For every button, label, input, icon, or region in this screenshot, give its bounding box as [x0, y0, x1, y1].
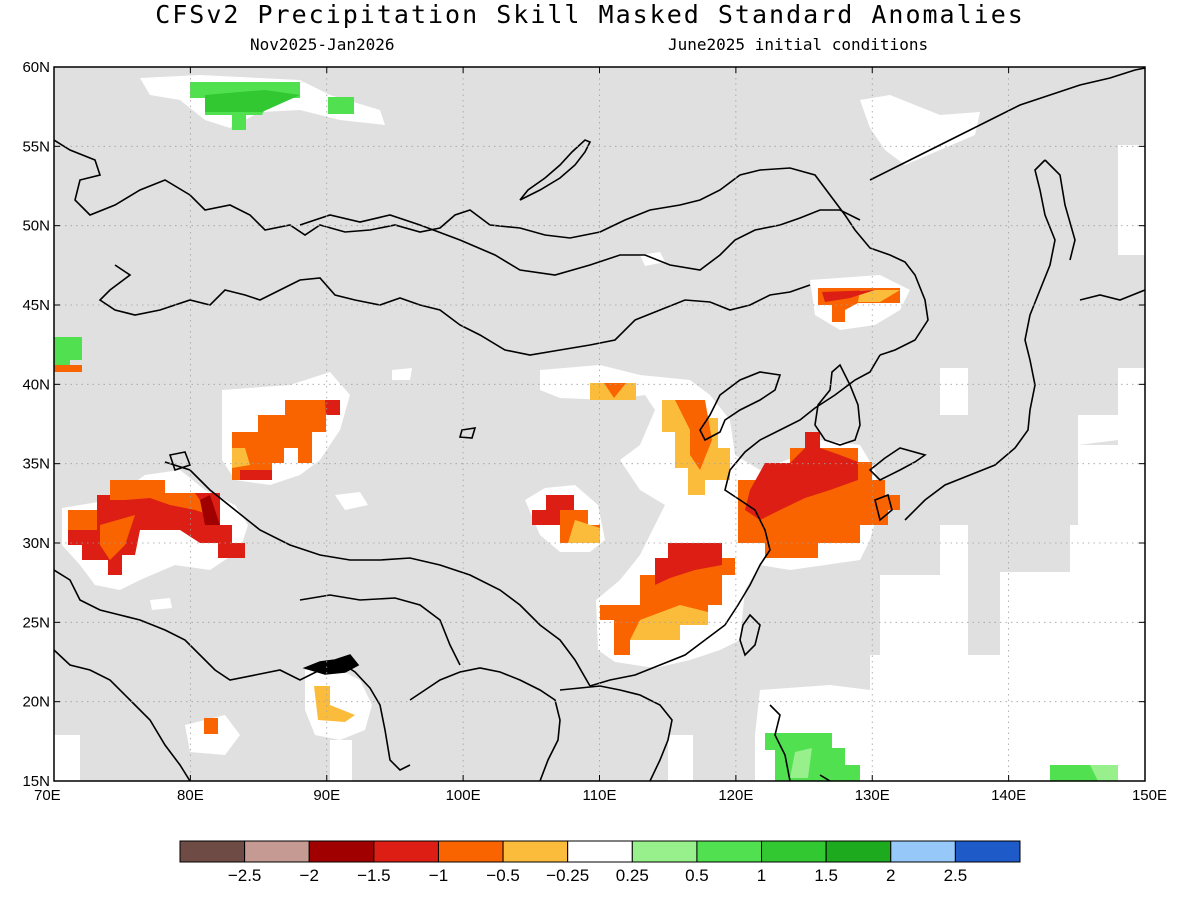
- patch-himalaya-west-orange: [68, 510, 97, 530]
- lon-label: 120E: [718, 787, 753, 804]
- lon-label: 110E: [583, 787, 617, 804]
- skill-mask-area: [54, 67, 1145, 781]
- lat-label: 55N: [22, 138, 50, 155]
- anomaly-patches: [54, 82, 1118, 781]
- colorbar-swatch: [631, 840, 698, 863]
- colorbar-swatch: [308, 840, 375, 863]
- patch-south-china-yellow: [630, 605, 708, 640]
- patch-himalaya-orange: [110, 480, 210, 515]
- lon-label: 90E: [313, 787, 340, 804]
- patch-korea-red: [805, 432, 820, 448]
- lat-label: 40N: [22, 376, 50, 393]
- colorbar-label: 2.5: [944, 866, 968, 885]
- colorbar-swatch: [696, 840, 763, 863]
- patch-tibet-west: [232, 400, 340, 480]
- patch-himalaya-darkred: [200, 495, 220, 525]
- patch-tibet-red-south: [240, 470, 272, 480]
- lon-label: 130E: [855, 787, 890, 804]
- patch-west-pacific-light: [1090, 765, 1118, 781]
- colorbar-swatch: [890, 840, 956, 863]
- colorbar-label: −0.5: [486, 866, 520, 885]
- patch-baikal-east: [328, 97, 354, 114]
- patch-loess-north-orange: [604, 383, 626, 398]
- lat-label: 30N: [22, 535, 50, 552]
- patch-philippine-sea-light: [790, 748, 812, 778]
- lat-label: 60N: [22, 59, 50, 76]
- chart-title: CFSv2 Precipitation Skill Masked Standar…: [155, 0, 1025, 29]
- patch-kazakh-green: [54, 337, 82, 368]
- lat-label: 15N: [22, 773, 50, 790]
- lat-label: 50N: [22, 218, 50, 235]
- patch-tibet-yellow: [232, 448, 250, 468]
- colorbar-swatch: [437, 840, 504, 863]
- patch-south-china: [600, 543, 735, 655]
- axis-ticks: [53, 66, 1146, 782]
- colorbar-swatch: [502, 840, 569, 863]
- patch-india-orange: [204, 718, 218, 734]
- colorbar-label: −1.5: [357, 866, 391, 885]
- patch-sichuan-yellow: [568, 520, 600, 543]
- colorbar-label: 0.25: [616, 866, 649, 885]
- longitude-labels: 70E 80E 90E 100E 110E 120E 130E 140E 150E: [34, 787, 1167, 804]
- patch-south-china-red: [655, 543, 722, 585]
- colorbar-swatch: [761, 840, 827, 863]
- patch-baikal-north-strong: [205, 90, 300, 112]
- lat-label: 35N: [22, 456, 50, 473]
- patch-himalaya-orange-2: [100, 515, 135, 560]
- colorbar-label: −2.5: [228, 866, 262, 885]
- colorbar-label: −1: [429, 866, 448, 885]
- patch-bengal-yellow: [314, 686, 355, 722]
- colorbar-swatch: [244, 840, 310, 863]
- colorbar: [179, 840, 1021, 863]
- colorbar-swatch: [373, 840, 439, 863]
- lon-label: 70E: [34, 787, 61, 804]
- colorbar-label: 0.5: [685, 866, 709, 885]
- lat-label: 25N: [22, 614, 50, 631]
- colorbar-label: −2: [300, 866, 319, 885]
- patch-philippine-sea: [765, 733, 860, 781]
- coastlines-borders: [54, 67, 1145, 781]
- colorbar-label: 2: [886, 866, 895, 885]
- patch-yangtze-red: [745, 448, 858, 520]
- colorbar-label: −0.25: [546, 866, 589, 885]
- colorbar-swatch: [179, 840, 246, 863]
- lat-label: 20N: [22, 694, 50, 711]
- colorbar-swatch: [825, 840, 892, 863]
- graticule: [54, 67, 1145, 781]
- lon-label: 100E: [446, 787, 481, 804]
- colorbar-swatch: [567, 840, 633, 863]
- lon-label: 150E: [1132, 787, 1167, 804]
- patch-manchuria-red: [822, 290, 875, 302]
- patch-manchuria-yellow: [858, 290, 900, 302]
- forecast-period: Nov2025-Jan2026: [250, 35, 395, 54]
- latitude-labels: 60N 55N 50N 45N 40N 35N 30N 25N 20N 15N: [22, 59, 50, 790]
- colorbar-labels: −2.5 −2 −1.5 −1 −0.5 −0.25 0.25 0.5 1 1.5 2 2.5: [228, 866, 967, 885]
- initial-conditions: June2025 initial conditions: [668, 35, 929, 54]
- patch-loess-orange: [675, 400, 712, 470]
- colorbar-swatch: [954, 840, 1021, 863]
- patch-kazakh-orange: [54, 365, 82, 372]
- lat-label: 45N: [22, 297, 50, 314]
- lon-label: 80E: [177, 787, 204, 804]
- colorbar-label: 1.5: [814, 866, 838, 885]
- colorbar-label: 1: [757, 866, 766, 885]
- patch-tibet-red: [325, 400, 340, 415]
- lon-label: 140E: [991, 787, 1026, 804]
